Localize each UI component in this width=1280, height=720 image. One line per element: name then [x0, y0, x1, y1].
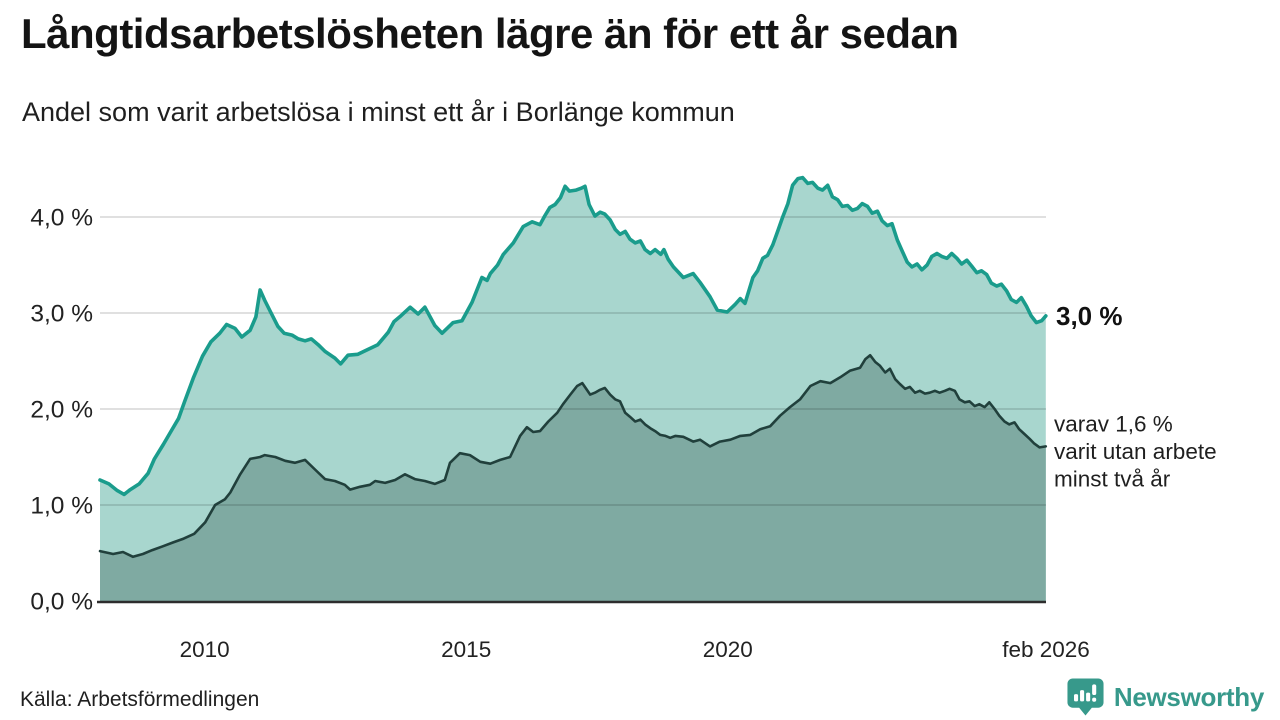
y-tick-label: 3,0 %: [30, 301, 93, 328]
x-tick-label: feb 2026: [1002, 637, 1090, 662]
area-fill-series-2: [100, 355, 1046, 601]
source-attribution: Källa: Arbetsförmedlingen: [20, 688, 260, 711]
y-tick-label: 1,0 %: [30, 493, 93, 520]
x-tick-label: 2010: [180, 637, 230, 662]
sub-series-annotation-line: varav 1,6 %: [1054, 411, 1173, 436]
series-lines: [98, 175, 1048, 559]
y-tick-label: 4,0 %: [30, 205, 93, 232]
x-tick-label: 2020: [703, 637, 753, 662]
newsworthy-wordmark: Newsworthy: [1113, 681, 1264, 712]
line-minst-ett-ar: [98, 175, 1048, 497]
gridlines: [100, 216, 1046, 506]
x-axis-labels: 2010 2015 2020 feb 2026: [180, 637, 1090, 662]
chart-subtitle: Andel som varit arbetslösa i minst ett å…: [22, 97, 735, 127]
newsworthy-badge-chart-icon: [1066, 677, 1105, 717]
sub-series-annotation-line: varit utan arbete: [1054, 439, 1217, 464]
end-value-label: 3,0 %: [1056, 301, 1123, 331]
y-tick-label: 2,0 %: [30, 397, 93, 424]
page-title: Långtidsarbetslösheten lägre än för ett …: [21, 10, 959, 57]
newsworthy-logo[interactable]: Newsworthy: [1066, 676, 1264, 718]
y-axis-labels: 0,0 % 1,0 % 2,0 % 3,0 % 4,0 %: [30, 205, 93, 616]
sub-series-annotation-line: minst två år: [1054, 466, 1171, 491]
y-tick-label: 0,0 %: [30, 589, 93, 616]
x-tick-label: 2015: [441, 637, 491, 662]
line-minst-tva-ar: [98, 353, 1048, 559]
